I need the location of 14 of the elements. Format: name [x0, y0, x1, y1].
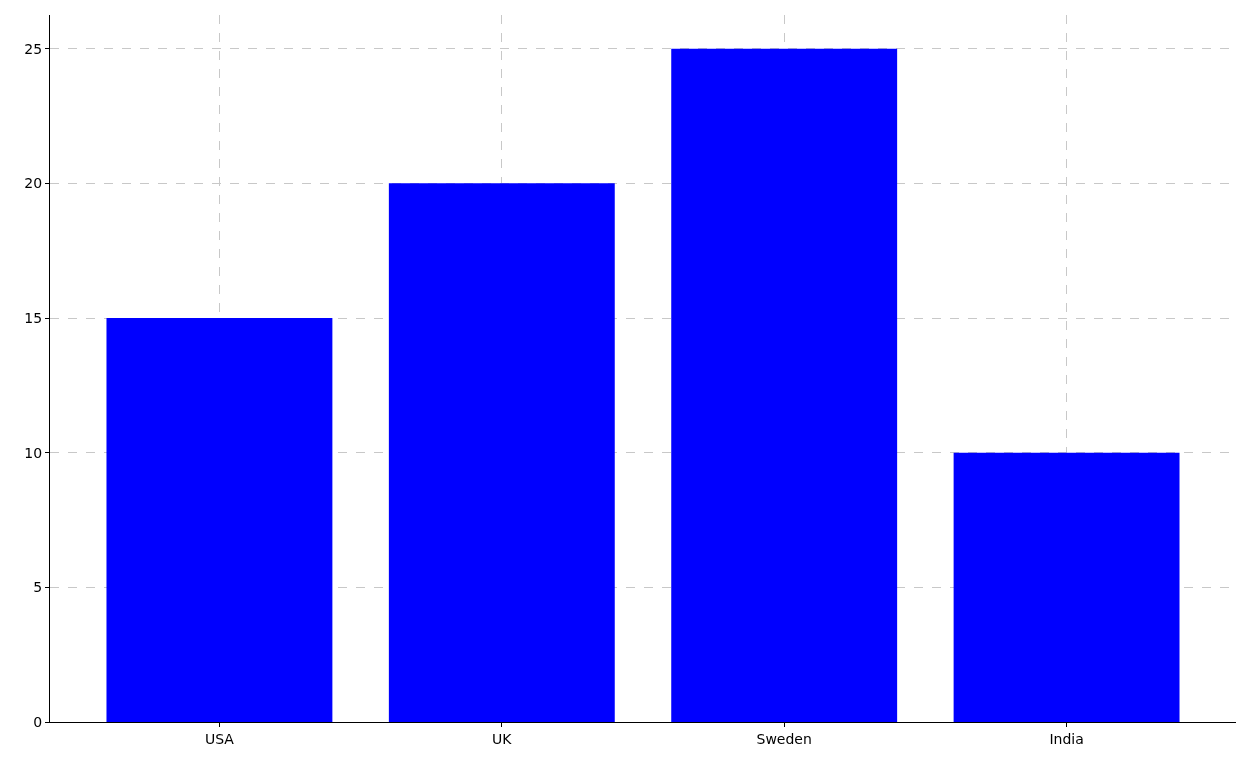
y-tick-label: 0: [33, 713, 43, 730]
x-tick-label: USA: [204, 730, 235, 747]
x-tick-label: UK: [492, 730, 513, 747]
bar: [671, 48, 898, 722]
bar: [953, 452, 1180, 722]
y-tick-label: 20: [24, 175, 43, 192]
y-tick-label: 25: [24, 40, 43, 57]
bar: [106, 318, 333, 722]
y-tick-label: 10: [24, 444, 43, 461]
x-tick-label: Sweden: [756, 730, 812, 747]
x-tick-label: India: [1049, 730, 1084, 747]
y-tick-label: 5: [33, 579, 43, 596]
y-tick-label: 15: [24, 309, 43, 326]
bar: [388, 183, 615, 722]
